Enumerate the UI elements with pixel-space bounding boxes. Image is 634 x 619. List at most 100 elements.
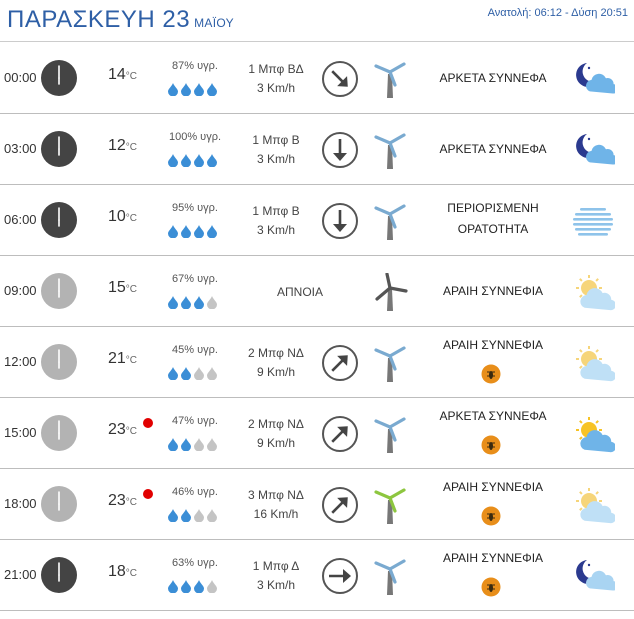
- humidity-drops-icon: [168, 366, 224, 381]
- row-humidity: 46% υγρ.: [172, 486, 218, 498]
- clock-icon: [41, 557, 77, 593]
- humidity-drops-icon: [168, 295, 224, 310]
- windmill-icon: [371, 202, 409, 245]
- wind-force: 2 Μπφ ΝΔ: [248, 417, 304, 431]
- windmill-icon: [371, 415, 409, 458]
- temperature-value: 15: [108, 279, 126, 296]
- row-wind: 1 Μπφ ΒΔ 3 Km/h: [234, 60, 318, 98]
- forecast-row: 09:00 15°C 67% υγρ. ΑΠΝΟΙΑ ΑΡΑΙΗ ΣΥΝΝΕΦΙΑ: [0, 256, 634, 327]
- windmill-icon: [371, 344, 409, 387]
- wind-force: 3 Μπφ ΝΔ: [248, 488, 304, 502]
- row-humidity: 63% υγρ.: [172, 557, 218, 569]
- humidity-drops-icon: [168, 153, 224, 168]
- wind-speed: 16 Km/h: [253, 507, 299, 521]
- sun-cloud-icon: [571, 414, 616, 459]
- condition-line-1: ΑΡΚΕΤΑ ΣΥΝΝΕΦΑ: [439, 142, 547, 156]
- row-condition: ΑΡΚΕΤΑ ΣΥΝΝΕΦΑ: [430, 68, 556, 89]
- row-condition: ΑΡΑΙΗ ΣΥΝΝΕΦΙΑ: [430, 477, 556, 498]
- moon-cloud-icon: [571, 130, 618, 175]
- humidity-drops-icon: [168, 82, 224, 97]
- temperature-value: 14: [108, 66, 126, 83]
- temperature-unit: °C: [125, 426, 138, 437]
- wind-force: 1 Μπφ Β: [252, 204, 300, 218]
- row-time: 09:00: [4, 283, 37, 298]
- row-time: 06:00: [4, 212, 37, 227]
- month-label: ΜΑΪΟΥ: [194, 16, 234, 30]
- row-condition: ΠΕΡΙΟΡΙΣΜΕΝΗ ΟΡΑΤΟΤΗΤΑ: [430, 198, 556, 240]
- day-label: ΠΑΡΑΣΚΕΥΗ 23: [7, 6, 191, 33]
- windmill-icon: [371, 60, 409, 103]
- condition-line-1: ΑΡΑΙΗ ΣΥΝΝΕΦΙΑ: [442, 338, 544, 352]
- clock-icon: [41, 131, 77, 167]
- clock-icon: [41, 415, 77, 451]
- temperature-unit: °C: [125, 355, 138, 366]
- insect-icon: [481, 435, 501, 460]
- forecast-row: 03:00 12°C 100% υγρ. 1 Μπφ Β 3 Km/h ΑΡΚΕΤΑ …: [0, 114, 634, 185]
- wind-speed: 3 Km/h: [256, 223, 295, 237]
- windmill-icon: [371, 557, 409, 600]
- insect-icon: [481, 364, 501, 389]
- row-humidity: 45% υγρ.: [172, 344, 218, 356]
- row-time: 18:00: [4, 496, 37, 511]
- row-wind: 3 Μπφ ΝΔ 16 Km/h: [234, 486, 318, 524]
- forecast-row: 00:00 14°C 87% υγρ. 1 Μπφ ΒΔ 3 Km/h ΑΡΚΕΤΑ …: [0, 43, 634, 114]
- row-condition: ΑΡΑΙΗ ΣΥΝΝΕΦΙΑ: [430, 335, 556, 356]
- arrow-right-icon: [321, 557, 359, 600]
- row-temperature: 21°C: [108, 350, 137, 368]
- row-time: 03:00: [4, 141, 37, 156]
- temperature-value: 23: [108, 421, 126, 438]
- humidity-drops-icon: [168, 437, 224, 452]
- clock-icon: [41, 273, 77, 309]
- temperature-value: 12: [108, 137, 126, 154]
- wind-force: 2 Μπφ ΝΔ: [248, 346, 304, 360]
- moon-cloud-icon: [571, 556, 618, 601]
- condition-line-1: ΑΡΑΙΗ ΣΥΝΝΕΦΙΑ: [442, 480, 544, 494]
- row-condition: ΑΡΚΕΤΑ ΣΥΝΝΕΦΑ: [430, 406, 556, 427]
- row-humidity: 67% υγρ.: [172, 273, 218, 285]
- insect-icon: [481, 506, 501, 531]
- row-wind: 2 Μπφ ΝΔ 9 Km/h: [234, 344, 318, 382]
- forecast-row: 06:00 10°C 95% υγρ. 1 Μπφ Β 3 Km/h ΠΕΡΙΟΡΙΣ…: [0, 185, 634, 256]
- sun-cloud-icon: [571, 272, 616, 317]
- temperature-unit: °C: [125, 284, 138, 295]
- clock-icon: [41, 344, 77, 380]
- row-temperature: 10°C: [108, 208, 137, 226]
- heat-alert-dot: [143, 418, 153, 428]
- wind-speed: 3 Km/h: [256, 578, 295, 592]
- windmill-icon: [371, 486, 409, 529]
- condition-line-1: ΑΡΑΙΗ ΣΥΝΝΕΦΙΑ: [442, 551, 544, 565]
- humidity-drops-icon: [168, 224, 224, 239]
- wind-speed: 3 Km/h: [256, 81, 295, 95]
- temperature-value: 21: [108, 350, 126, 367]
- forecast-row: 12:00 21°C 45% υγρ. 2 Μπφ ΝΔ 9 Km/h ΑΡΑΙΗ Σ…: [0, 327, 634, 398]
- row-time: 21:00: [4, 567, 37, 582]
- row-humidity: 87% υγρ.: [172, 60, 218, 72]
- sun-cloud-icon: [571, 485, 616, 530]
- row-temperature: 23°C: [108, 492, 137, 510]
- insect-icon: [481, 577, 501, 602]
- windmill-calm-icon: [371, 272, 409, 316]
- clock-icon: [41, 202, 77, 238]
- temperature-unit: °C: [125, 497, 138, 508]
- temperature-unit: °C: [125, 71, 138, 82]
- row-temperature: 14°C: [108, 66, 137, 84]
- heat-alert-dot: [143, 489, 153, 499]
- row-condition: ΑΡΑΙΗ ΣΥΝΝΕΦΙΑ: [430, 548, 556, 569]
- row-time: 15:00: [4, 425, 37, 440]
- arrow-down-icon: [321, 131, 359, 174]
- row-wind: 2 Μπφ ΝΔ 9 Km/h: [234, 415, 318, 453]
- windmill-icon: [371, 131, 409, 174]
- row-temperature: 12°C: [108, 137, 137, 155]
- row-temperature: 15°C: [108, 279, 137, 297]
- row-temperature: 23°C: [108, 421, 137, 439]
- fog-icon: [571, 201, 615, 246]
- humidity-drops-icon: [168, 508, 224, 523]
- row-time: 00:00: [4, 70, 37, 85]
- condition-line-1: ΑΡΚΕΤΑ ΣΥΝΝΕΦΑ: [439, 71, 547, 85]
- row-humidity: 95% υγρ.: [172, 202, 218, 214]
- forecast-row: 15:00 23°C 47% υγρ. 2 Μπφ ΝΔ 9 Km/h ΑΡΚΕΤΑ …: [0, 398, 634, 469]
- arrow-up-right-icon: [321, 486, 359, 529]
- row-wind: 1 Μπφ Β 3 Km/h: [234, 202, 318, 240]
- row-temperature: 18°C: [108, 563, 137, 581]
- sun-cloud-icon: [571, 343, 616, 388]
